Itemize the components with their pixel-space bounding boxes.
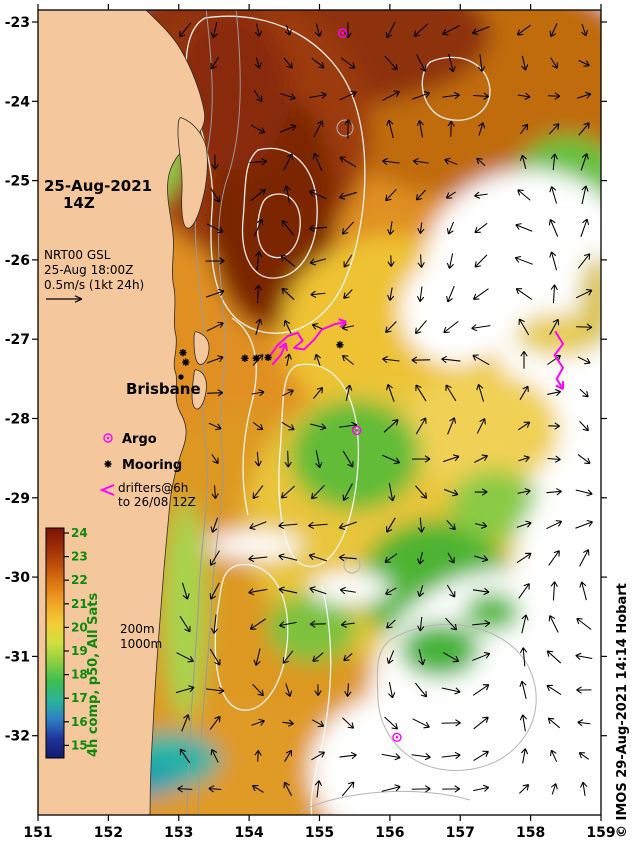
y-tick-label: -29 <box>5 491 30 507</box>
x-tick-label: 152 <box>94 825 123 841</box>
fraser-island <box>177 117 208 229</box>
y-tick-label: -32 <box>5 729 30 745</box>
map-date-label: 25-Aug-2021 <box>44 177 152 195</box>
mooring-marker <box>241 354 249 362</box>
mooring-marker <box>264 353 272 362</box>
x-tick-label: 155 <box>305 825 334 841</box>
mooring-marker <box>179 349 187 357</box>
drifter-track <box>553 330 564 390</box>
drifter-track-arrowhead <box>278 342 288 352</box>
depth-200m-label: 200m <box>120 622 155 636</box>
x-tick-label: 153 <box>164 825 193 841</box>
y-tick-label: -28 <box>5 412 30 428</box>
colorbar-tick-label: 19 <box>71 644 88 658</box>
imos-credit-label: © IMOS 29-Aug-2021 14:14 Hobart <box>615 583 630 838</box>
drifter-track-arrowhead <box>338 318 347 328</box>
x-tick-label: 154 <box>235 825 264 841</box>
y-tick-label: -31 <box>5 649 30 665</box>
argo-float-marker <box>392 732 402 742</box>
colorbar-tick-label: 24 <box>71 526 88 540</box>
vector-scale-arrow <box>46 295 83 303</box>
y-tick-label: -25 <box>5 174 30 190</box>
colorbar-gradient <box>45 527 65 759</box>
argo-legend-icon <box>103 433 113 443</box>
drifter-track <box>268 320 347 359</box>
drifter-tracks <box>268 318 564 391</box>
mooring-marker <box>252 354 260 362</box>
y-tick-label: -24 <box>5 94 31 110</box>
y-tick-label: -23 <box>5 15 30 31</box>
drifter-legend-label-2: to 26/08 12Z <box>118 495 196 509</box>
drifter-legend-icon <box>99 484 115 496</box>
x-tick-label: 151 <box>23 825 52 841</box>
sst-colorbar: 24 23 22 21 20 19 18 17 16 15 <box>45 526 88 759</box>
colorbar-label: 4h comp, p50, All Sats <box>86 593 101 757</box>
x-tick-label: 159 <box>586 825 615 841</box>
colorbar-tick-label: 17 <box>71 691 88 705</box>
argo-float-marker <box>338 28 348 38</box>
y-tick-label: -27 <box>5 332 30 348</box>
argo-float-marker <box>352 425 362 436</box>
mainland-australia <box>38 10 206 815</box>
legend: Argo Mooring drifters@6h to 26/08 12Z <box>99 432 196 509</box>
drifter-legend-label-1: drifters@6h <box>118 481 188 495</box>
map-time-label: 14Z <box>63 194 95 212</box>
mooring-legend-label: Mooring <box>122 458 182 473</box>
x-tick-label: 158 <box>516 825 545 841</box>
y-tick-label: -30 <box>5 570 31 586</box>
colorbar-tick-label: 20 <box>71 620 88 634</box>
current-vector-field <box>175 21 593 798</box>
coastline-land <box>38 10 210 815</box>
colorbar-tick-label: 23 <box>71 550 88 564</box>
mooring-marker <box>182 358 190 366</box>
moreton-island <box>193 331 210 365</box>
product-time-label: 25-Aug 18:00Z <box>44 263 133 277</box>
drifter-track-arrowhead <box>555 381 564 391</box>
argo-legend-label: Argo <box>122 432 157 447</box>
stradbroke-island <box>191 369 207 410</box>
colorbar-tick-label: 18 <box>71 668 88 682</box>
axis-ticks: 151 152 153 154 155 156 157 158 159 -23 -24 -25 -26 -… <box>5 4 616 841</box>
drifter-track <box>271 342 287 366</box>
observation-markers <box>179 28 402 742</box>
colorbar-tick-label: 22 <box>71 573 88 587</box>
brisbane-city-dot <box>178 374 184 380</box>
colorbar-tick-label: 16 <box>71 715 88 729</box>
mooring-marker <box>336 341 344 349</box>
product-name-label: NRT00 GSL <box>44 248 111 262</box>
mooring-legend-icon <box>104 460 112 468</box>
city-label: Brisbane <box>126 380 201 398</box>
depth-1000m-label: 1000m <box>120 637 162 651</box>
colorbar-tick-label: 15 <box>71 738 88 752</box>
x-tick-label: 157 <box>446 825 475 841</box>
colorbar-tick-label: 21 <box>71 597 88 611</box>
x-tick-label: 156 <box>375 825 404 841</box>
y-tick-label: -26 <box>5 253 30 269</box>
vector-scale-label: 0.5m/s (1kt 24h) <box>44 278 144 292</box>
